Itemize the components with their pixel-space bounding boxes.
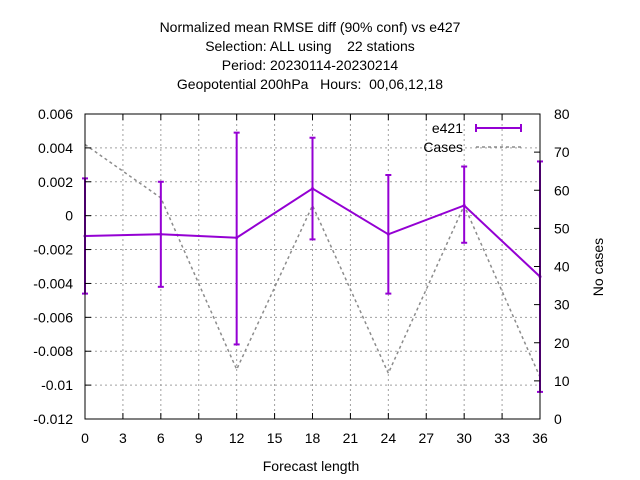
x-tick-label: 27 — [418, 430, 434, 446]
y-tick-label: -0.006 — [33, 309, 73, 325]
y2-tick-label: 0 — [554, 411, 562, 427]
title-line-4: Geopotential 200hPa Hours: 00,06,12,18 — [177, 76, 443, 92]
y-tick-label: -0.004 — [33, 275, 73, 291]
x-tick-label: 36 — [532, 430, 548, 446]
x-tick-label: 33 — [494, 430, 510, 446]
x-tick-label: 6 — [157, 430, 165, 446]
title-line-2: Selection: ALL using 22 stations — [205, 38, 415, 54]
legend: e421 Cases — [423, 120, 522, 155]
y-tick-label: 0.004 — [38, 140, 73, 156]
e421-point — [159, 232, 163, 236]
x-tick-label: 3 — [119, 430, 127, 446]
e421-point — [386, 232, 390, 236]
y2-tick-label: 50 — [554, 220, 570, 236]
y2-tick-label: 70 — [554, 144, 570, 160]
y2-tick-label: 40 — [554, 259, 570, 275]
y-tick-label: -0.01 — [41, 377, 73, 393]
x-tick-label: 24 — [381, 430, 397, 446]
x-tick-label: 15 — [267, 430, 283, 446]
title-line-1: Normalized mean RMSE diff (90% conf) vs … — [160, 19, 461, 35]
e421-point — [462, 204, 466, 207]
x-axis-label: Forecast length — [263, 458, 360, 474]
y2-tick-label: 20 — [554, 335, 570, 351]
y2-axis-ticks: 80 70 60 50 40 30 20 10 0 — [534, 106, 570, 427]
legend-label-e421: e421 — [432, 120, 463, 136]
y-tick-label: -0.008 — [33, 343, 73, 359]
e421-series — [82, 131, 543, 393]
y2-axis-label: No cases — [590, 238, 606, 296]
y2-tick-label: 10 — [554, 373, 570, 389]
y2-tick-label: 80 — [554, 106, 570, 122]
y2-tick-label: 60 — [554, 182, 570, 198]
title-line-3: Period: 20230114-20230214 — [222, 57, 399, 73]
x-tick-label: 21 — [343, 430, 359, 446]
x-tick-label: 18 — [305, 430, 321, 446]
x-axis-ticks: 0 3 6 9 12 15 18 21 24 27 30 33 36 — [81, 114, 548, 446]
legend-label-cases: Cases — [423, 139, 463, 155]
x-tick-label: 9 — [195, 430, 203, 446]
y-tick-label: -0.012 — [33, 411, 73, 427]
x-tick-label: 30 — [456, 430, 472, 446]
x-tick-label: 12 — [229, 430, 245, 446]
y-axis-ticks: 0.006 0.004 0.002 0 -0.002 -0.004 -0.006 -0.008… — [33, 106, 91, 427]
y-tick-label: 0.002 — [38, 174, 73, 190]
chart-title: Normalized mean RMSE diff (90% conf) vs … — [160, 19, 461, 92]
e421-point — [311, 187, 314, 191]
y-tick-label: 0 — [65, 208, 73, 224]
e421-point — [235, 236, 239, 240]
legend-swatch-e421 — [475, 124, 522, 132]
y2-tick-label: 30 — [554, 297, 570, 313]
y-tick-label: -0.002 — [33, 242, 73, 258]
y-tick-label: 0.006 — [38, 106, 73, 122]
x-tick-label: 0 — [81, 430, 89, 446]
